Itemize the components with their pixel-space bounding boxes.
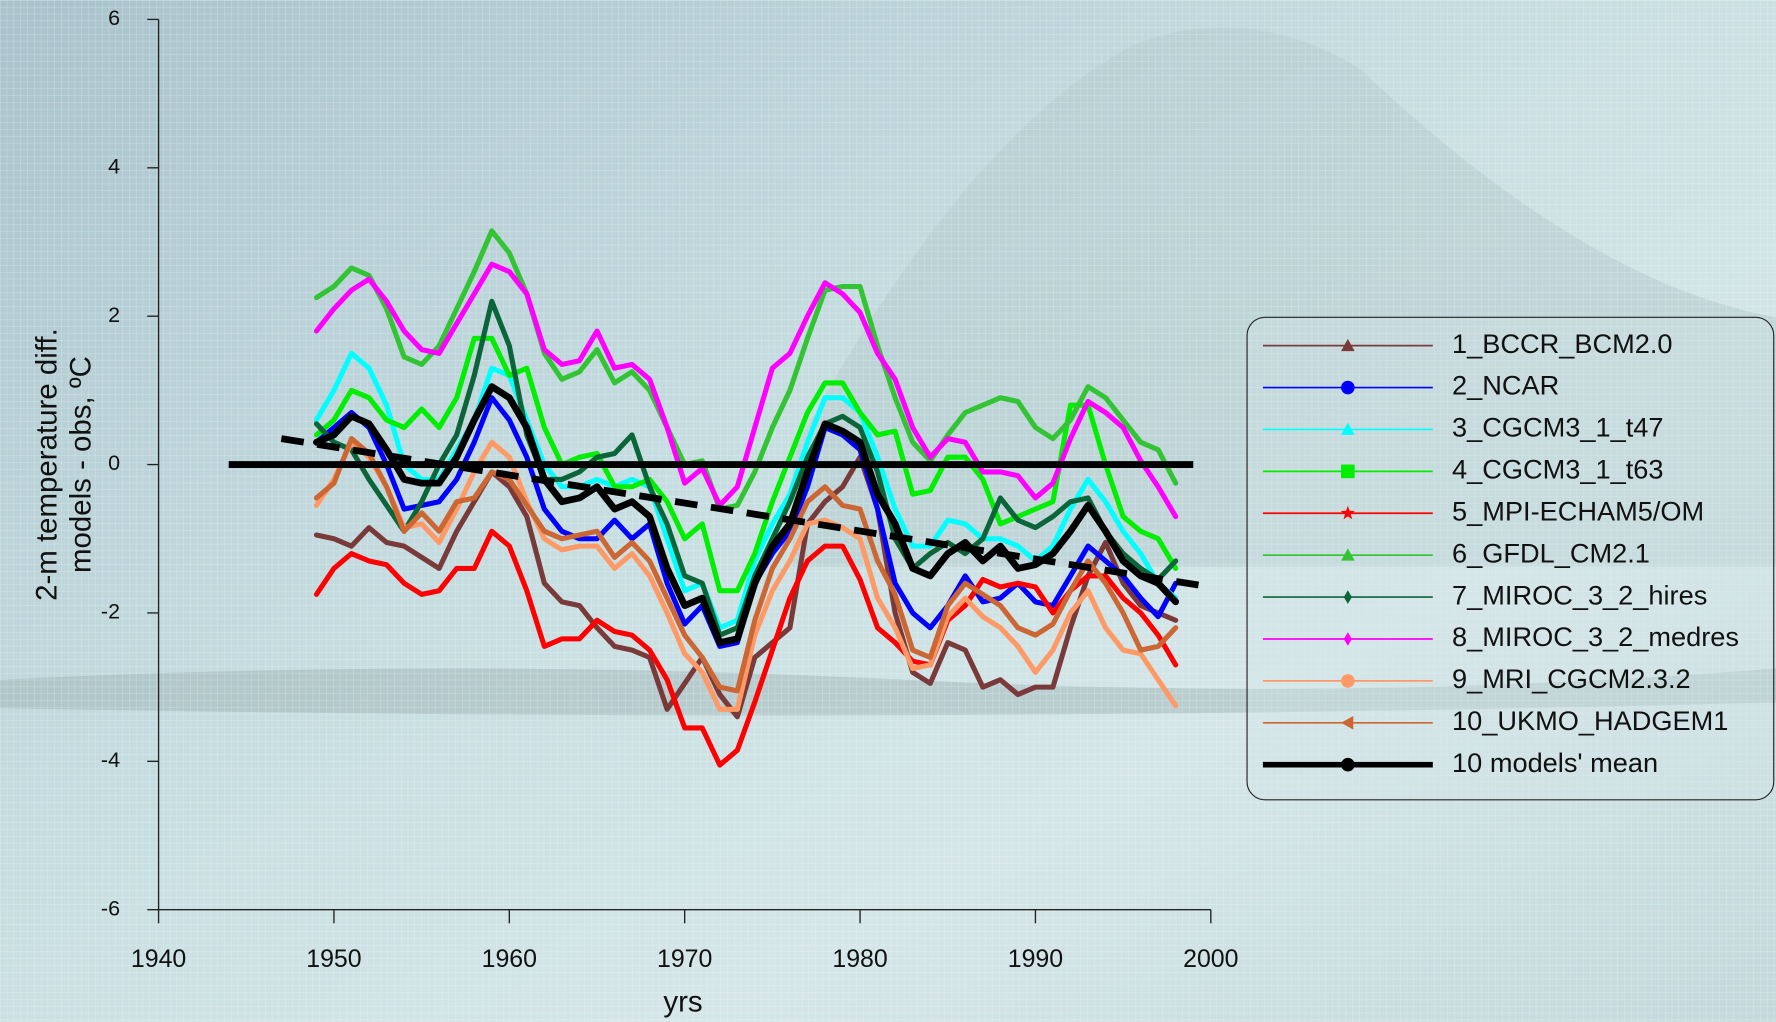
legend-label: 4_CGCM3_1_t63 [1452, 454, 1663, 485]
y-tick-label: 0 [108, 451, 120, 475]
legend-marker [1341, 674, 1355, 688]
legend-label: 7_MIROC_3_2_hires [1452, 579, 1707, 610]
legend-marker [1341, 758, 1355, 772]
legend-marker [1341, 381, 1355, 395]
legend-label: 9_MRI_CGCM2.3.2 [1452, 663, 1691, 694]
legend-label: 8_MIROC_3_2_medres [1452, 621, 1739, 652]
y-tick-label: 2 [108, 303, 120, 327]
y-tick-label: -2 [101, 600, 120, 624]
x-tick-label: 1940 [131, 945, 186, 973]
y-tick-label: 6 [108, 6, 120, 30]
y-axis-label: 2-m temperature diff. [30, 328, 63, 601]
page: {"chart_data":{"type":"line", "y_label":… [0, 0, 1776, 1022]
legend-label: 10_UKMO_HADGEM1 [1452, 705, 1728, 736]
y-axis-label: models - obs, ºC [64, 356, 97, 573]
legend-label: 6_GFDL_CM2.1 [1452, 537, 1650, 568]
x-axis-label: yrs [663, 985, 702, 1018]
x-tick-label: 1990 [1008, 945, 1063, 973]
legend-marker [1341, 465, 1355, 479]
x-tick-label: 2000 [1183, 945, 1238, 973]
y-tick-label: -4 [101, 748, 120, 772]
x-tick-label: 1970 [657, 945, 712, 973]
x-tick-label: 1950 [306, 945, 361, 973]
y-tick-label: 4 [108, 154, 120, 178]
y-tick-label: -6 [101, 896, 120, 920]
x-tick-label: 1980 [832, 945, 887, 973]
x-tick-label: 1960 [482, 945, 537, 973]
chart: yrs 2-m temperature diff. models - obs, … [0, 0, 1776, 1022]
legend-label: 3_CGCM3_1_t47 [1452, 412, 1663, 443]
legend-label: 1_BCCR_BCM2.0 [1452, 328, 1672, 359]
legend-label: 5_MPI-ECHAM5/OM [1452, 495, 1704, 526]
legend-label: 2_NCAR [1452, 370, 1559, 401]
legend-label: 10 models' mean [1452, 747, 1658, 778]
